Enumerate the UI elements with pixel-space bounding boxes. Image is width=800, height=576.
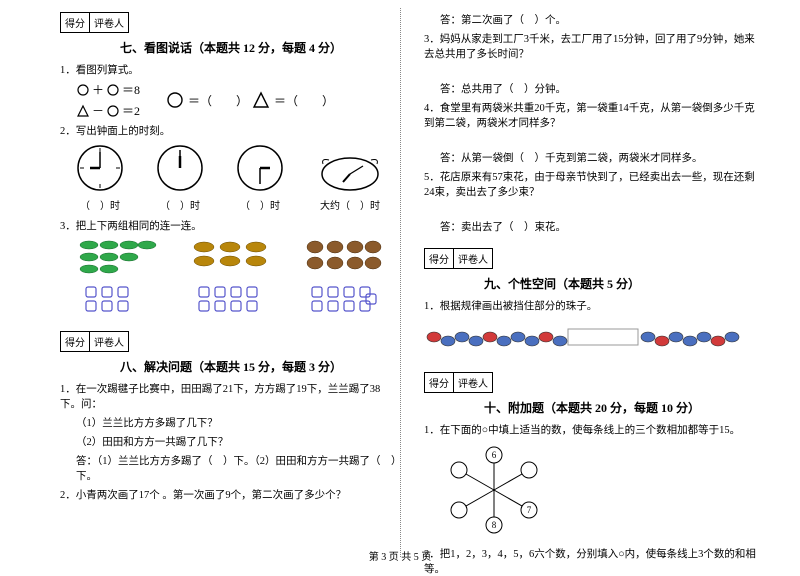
triangle-icon <box>252 91 270 109</box>
q8-4: 4．食堂里有两袋米共重20千克，第一袋重14千克，从第一袋倒多少千克到第二袋，两… <box>424 100 764 130</box>
q8-2-ans: 答：第二次画了（ ）个。 <box>440 12 764 27</box>
q7-1-equations: ＋ ＝8 － ＝2 ＝（ ） ＝（ ） <box>76 81 400 119</box>
circle-icon <box>76 83 90 97</box>
cup-icon <box>308 283 378 315</box>
q10-1: 1．在下面的○中填上适当的数，使每条线上的三个数相加都等于15。 <box>424 422 764 437</box>
cup-icon <box>82 283 152 315</box>
circle-icon <box>106 104 120 118</box>
clock-icon <box>156 144 204 192</box>
scorebox-9: 得分 评卷人 <box>424 244 764 273</box>
star-node-label: 8 <box>492 520 497 530</box>
clock-icon <box>236 144 284 192</box>
beads-icon <box>424 321 754 355</box>
circle-icon <box>166 91 184 109</box>
clock-row: （ ）时 （ ）时 （ ）时 <box>60 144 400 212</box>
eq-text: ＝8 <box>122 81 140 98</box>
q8-5-ans: 答：卖出去了（ ）束花。 <box>440 219 764 234</box>
q8-1-sub2: （2）田田和方方一共踢了几下？ <box>76 434 400 449</box>
section-9-title: 九、个性空间（本题共 5 分） <box>484 275 764 292</box>
section-8-title: 八、解决问题（本题共 15 分，每题 3 分） <box>120 358 400 375</box>
clock-label: （ ）时 <box>150 197 210 212</box>
scorebox-10: 得分 评卷人 <box>424 368 764 397</box>
clock-1: （ ）时 <box>70 144 130 212</box>
duck-icon <box>190 237 270 277</box>
clock-3: （ ）时 <box>230 144 290 212</box>
duck-group <box>190 237 270 277</box>
cup-icon <box>195 283 265 315</box>
bead-diagram <box>424 321 764 358</box>
grader-label: 评卷人 <box>90 13 128 32</box>
fish-group <box>77 237 157 277</box>
score-label: 得分 <box>61 332 90 351</box>
q7-1: 1．看图列算式。 <box>60 62 400 77</box>
q8-3: 3．妈妈从家走到工厂3千米，去工厂用了15分钟，回了用了9分钟，她来去总共用了多… <box>424 31 764 61</box>
cup-group-1 <box>77 281 157 317</box>
q8-1: 1．在一次踢毽子比赛中，田田踢了21下，方方踢了19下，兰兰踢了38下。问： <box>60 381 400 411</box>
score-label: 得分 <box>425 249 454 268</box>
scorebox-7: 得分 评卷人 <box>60 8 400 37</box>
star-node-label: 7 <box>527 505 532 515</box>
animal-top-row <box>60 237 400 277</box>
cup-group-3 <box>303 281 383 317</box>
q8-1-sub1: （1）兰兰比方方多踢了几下？ <box>76 415 400 430</box>
section-7-title: 七、看图说话（本题共 12 分，每题 4 分） <box>120 39 400 56</box>
section-10-title: 十、附加题（本题共 20 分，每题 10 分） <box>484 399 764 416</box>
star-graph-icon: 6 7 8 <box>444 445 544 535</box>
triangle-icon <box>76 104 90 118</box>
score-label: 得分 <box>61 13 90 32</box>
clock-label: （ ）时 <box>70 197 130 212</box>
q8-4-ans: 答：从第一袋倒（ ）千克到第二袋，两袋米才同样多。 <box>440 150 764 165</box>
clock-label: （ ）时 <box>230 197 290 212</box>
q7-2: 2．写出钟面上的时刻。 <box>60 123 400 138</box>
scorebox-8: 得分 评卷人 <box>60 327 400 356</box>
grader-label: 评卷人 <box>454 249 492 268</box>
grader-label: 评卷人 <box>90 332 128 351</box>
chicken-icon <box>303 237 383 277</box>
fill-text: ＝（ ） <box>274 92 334 109</box>
q9-1: 1．根据规律画出被挡住部分的珠子。 <box>424 298 764 313</box>
eq-text: ＝2 <box>122 102 140 119</box>
fish-icon <box>77 237 157 277</box>
clock-2: （ ）时 <box>150 144 210 212</box>
chicken-group <box>303 237 383 277</box>
clock-label: 大约（ ）时 <box>310 197 390 212</box>
fill-text: ＝（ ） <box>188 92 248 109</box>
plus-text: ＋ <box>92 81 104 98</box>
q8-5: 5．花店原来有57束花，由于母亲节快到了，已经卖出去一些，现在还剩24束，卖出去… <box>424 169 764 199</box>
star-node-label: 6 <box>492 450 497 460</box>
cup-group-2 <box>190 281 270 317</box>
right-column: 答：第二次画了（ ）个。 3．妈妈从家走到工厂3千米，去工厂用了15分钟，回了用… <box>412 8 776 540</box>
minus-text: － <box>92 102 104 119</box>
clock-icon <box>76 144 124 192</box>
left-column: 得分 评卷人 七、看图说话（本题共 12 分，每题 4 分） 1．看图列算式。 … <box>48 8 412 540</box>
q8-1-ans: 答：（1）兰兰比方方多踢了（ ）下。（2）田田和方方一共踢了（ ）下。 <box>76 453 400 483</box>
page-footer: 第 3 页 共 5 页 <box>0 548 800 563</box>
cup-bottom-row <box>60 281 400 317</box>
grader-label: 评卷人 <box>454 373 492 392</box>
q8-2: 2．小青两次画了17个 。第一次画了9个，第二次画了多少个？ <box>60 487 400 502</box>
q7-3: 3．把上下两组相同的连一连。 <box>60 218 400 233</box>
score-label: 得分 <box>425 373 454 392</box>
q8-3-ans: 答：总共用了（ ）分钟。 <box>440 81 764 96</box>
circle-icon <box>106 83 120 97</box>
star-diagram: 6 7 8 <box>444 445 764 538</box>
alarm-clock-icon <box>315 152 385 192</box>
clock-4: 大约（ ）时 <box>310 152 390 212</box>
